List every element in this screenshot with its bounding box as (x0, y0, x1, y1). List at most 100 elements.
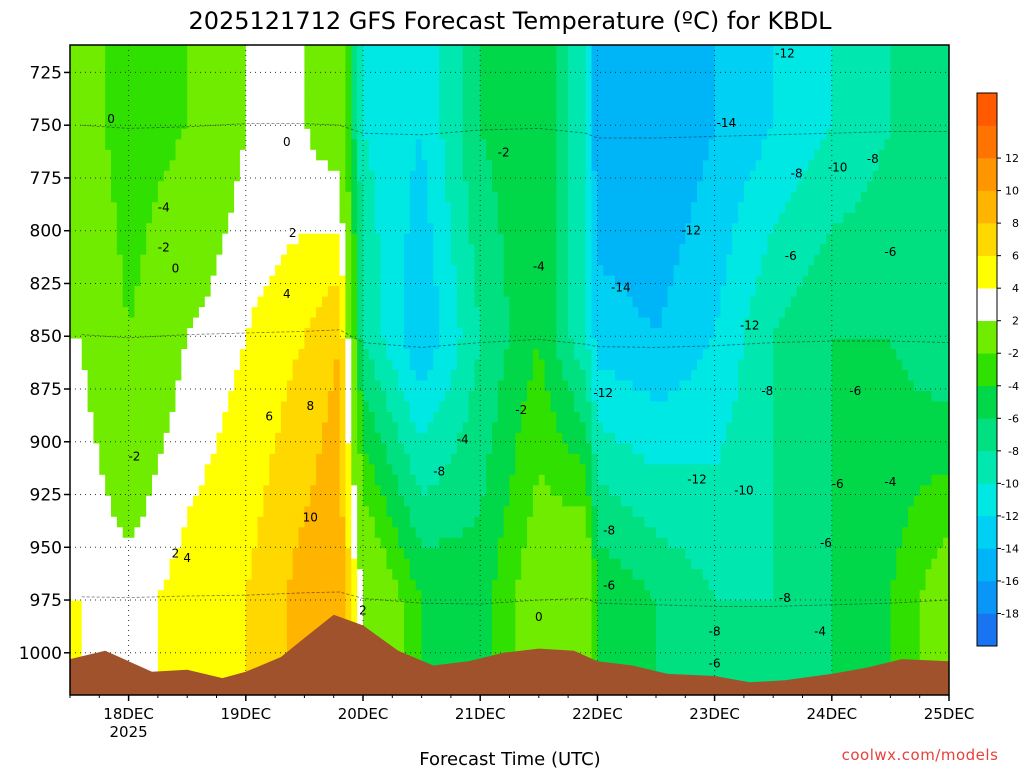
field-cell (292, 485, 300, 497)
field-cell (163, 485, 171, 497)
field-cell (439, 76, 446, 88)
field-cell (187, 128, 194, 140)
field-cell (169, 422, 177, 434)
field-cell (333, 55, 341, 67)
field-cell (321, 55, 329, 67)
field-cell (146, 464, 153, 476)
field-cell (87, 474, 95, 486)
field-cell (351, 569, 358, 581)
field-cell (427, 370, 434, 382)
field-cell (521, 76, 528, 88)
field-cell (93, 464, 100, 476)
field-cell (433, 611, 440, 623)
field-cell (239, 349, 247, 361)
field-cell (345, 160, 352, 172)
field-cell (321, 548, 329, 560)
field-cell (146, 244, 153, 256)
field-cell (193, 233, 200, 245)
field-cell (333, 485, 341, 497)
field-cell (239, 474, 247, 486)
field-cell (321, 65, 329, 78)
field-cell (497, 632, 505, 644)
field-cell (245, 191, 253, 203)
field-cell (445, 45, 452, 57)
field-cell (286, 516, 294, 528)
field-cell (275, 411, 282, 424)
field-cell (175, 653, 182, 665)
field-cell (363, 495, 370, 507)
field-cell (210, 642, 218, 654)
field-cell (538, 317, 546, 329)
field-cell (333, 275, 341, 287)
field-cell (70, 558, 77, 570)
field-cell (515, 349, 522, 361)
field-cell (181, 474, 188, 486)
field-cell (509, 307, 516, 319)
field-cell (140, 579, 147, 591)
field-cell (228, 516, 235, 528)
field-cell (532, 432, 540, 444)
field-cell (175, 642, 182, 654)
field-cell (234, 474, 241, 486)
field-cell (134, 537, 141, 549)
field-cell (450, 107, 458, 119)
field-cell (404, 537, 411, 549)
field-cell (292, 495, 300, 507)
field-cell (339, 202, 347, 214)
field-cell (509, 432, 516, 444)
field-cell (169, 55, 177, 67)
field-cell (228, 118, 235, 130)
field-cell (404, 139, 411, 151)
field-cell (99, 527, 106, 539)
field-cell (163, 76, 171, 88)
field-cell (409, 65, 417, 78)
field-cell (152, 244, 159, 256)
field-cell (251, 642, 259, 654)
field-cell (527, 390, 534, 403)
field-cell (363, 212, 370, 224)
field-cell (445, 212, 452, 224)
field-cell (193, 265, 200, 277)
field-cell (234, 527, 241, 539)
field-cell (527, 359, 534, 371)
field-cell (239, 422, 247, 434)
field-cell (93, 349, 100, 361)
field-cell (521, 632, 528, 644)
field-cell (351, 453, 358, 465)
field-cell (415, 254, 423, 266)
field-cell (445, 569, 452, 581)
field-cell (439, 181, 446, 193)
field-cell (75, 118, 83, 130)
field-cell (503, 621, 511, 633)
field-cell (450, 307, 458, 319)
field-cell (357, 453, 364, 465)
field-cell (316, 286, 323, 298)
field-cell (93, 212, 100, 224)
field-cell (357, 191, 364, 203)
field-cell (99, 328, 106, 340)
field-cell (351, 65, 358, 78)
field-cell (128, 328, 136, 340)
field-cell (99, 307, 106, 319)
field-cell (128, 432, 136, 444)
field-cell (445, 590, 452, 602)
field-cell (280, 349, 288, 361)
field-cell (286, 181, 294, 193)
field-cell (75, 516, 83, 528)
field-cell (503, 118, 511, 130)
field-cell (87, 600, 95, 612)
field-cell (503, 401, 511, 413)
field-cell (445, 600, 452, 612)
field-cell (257, 443, 264, 455)
field-cell (480, 548, 487, 560)
field-cell (87, 317, 95, 329)
field-cell (122, 453, 130, 465)
field-cell (251, 422, 259, 434)
field-cell (152, 590, 159, 602)
field-cell (204, 579, 212, 591)
field-cell (491, 275, 499, 287)
field-cell (509, 443, 516, 455)
field-cell (204, 307, 212, 319)
field-cell (433, 422, 440, 434)
field-cell (521, 516, 528, 528)
